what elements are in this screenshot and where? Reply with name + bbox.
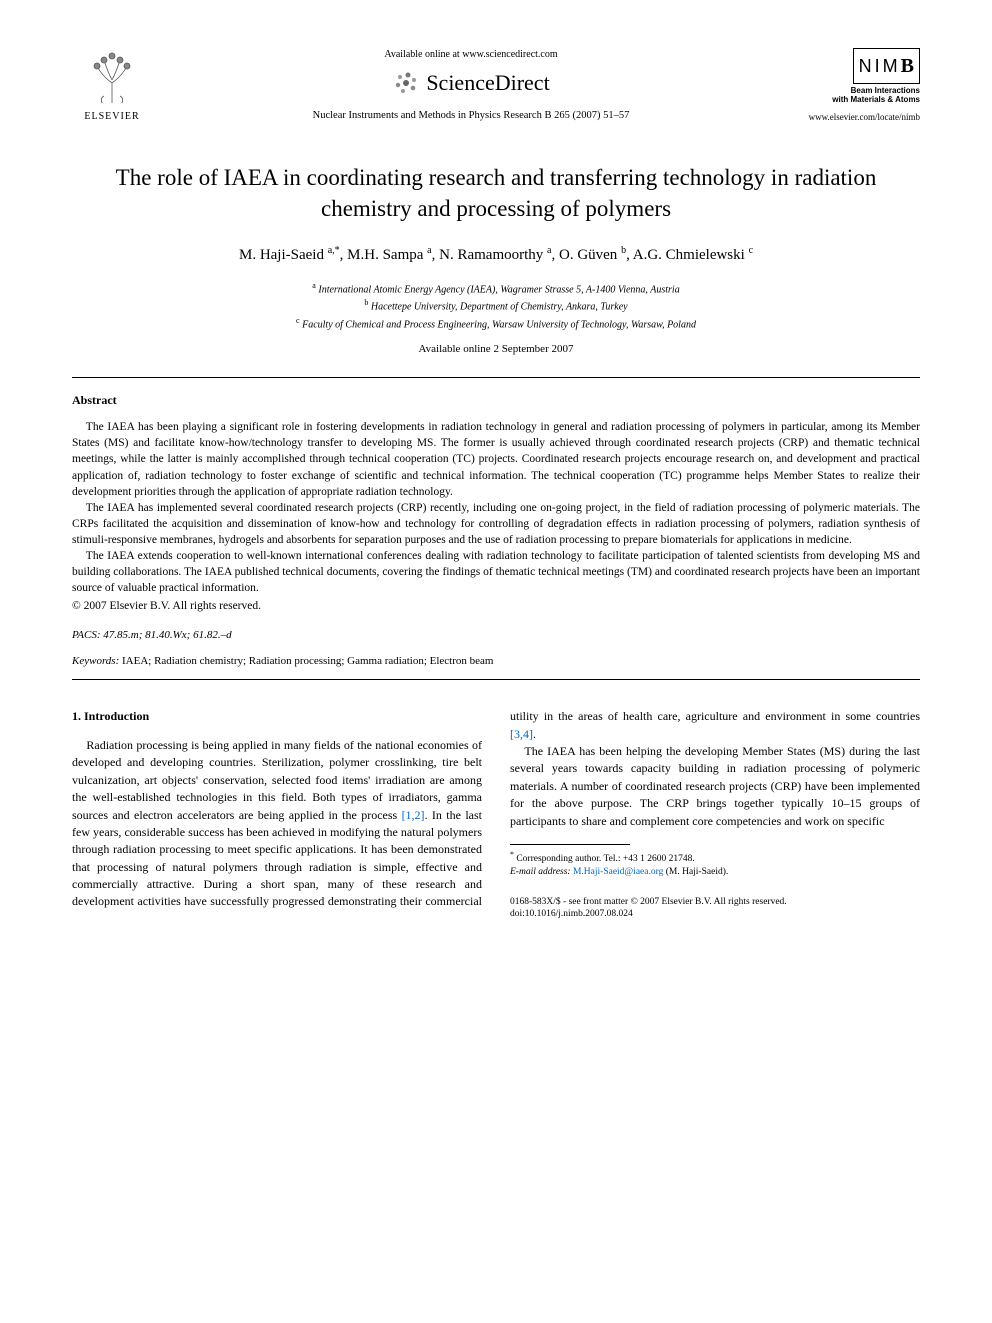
center-header: Available online at www.sciencedirect.co… — [152, 48, 790, 123]
nimb-box: NIMB — [853, 48, 920, 84]
sciencedirect-text: ScienceDirect — [426, 68, 549, 99]
abstract-p2: The IAEA has implemented several coordin… — [72, 500, 920, 548]
sciencedirect-icon — [392, 69, 420, 97]
nimb-logo-block: NIMB Beam Interactions with Materials & … — [790, 48, 920, 123]
footnote-block: * Corresponding author. Tel.: +43 1 2600… — [510, 844, 920, 921]
citation-1-2[interactable]: [1,2] — [402, 808, 425, 822]
keywords-line: Keywords: IAEA; Radiation chemistry; Rad… — [72, 654, 920, 669]
rule-below-keywords — [72, 679, 920, 680]
abstract-copyright: © 2007 Elsevier B.V. All rights reserved… — [72, 598, 920, 614]
journal-reference: Nuclear Instruments and Methods in Physi… — [152, 109, 790, 124]
keywords-label: Keywords: — [72, 655, 119, 667]
pacs-line: PACS: 47.85.m; 81.40.Wx; 61.82.–d — [72, 628, 920, 643]
corresponding-author: * Corresponding author. Tel.: +43 1 2600… — [510, 849, 920, 866]
footnote-rule — [510, 844, 630, 845]
available-online-text: Available online at www.sciencedirect.co… — [152, 48, 790, 62]
nimb-b: B — [901, 55, 914, 77]
nimb-url: www.elsevier.com/locate/nimb — [790, 111, 920, 124]
front-matter: 0168-583X/$ - see front matter © 2007 El… — [510, 896, 920, 922]
pacs-label: PACS: — [72, 629, 101, 641]
front-matter-doi: doi:10.1016/j.nimb.2007.08.024 — [510, 908, 920, 921]
elsevier-logo-block: ELSEVIER — [72, 48, 152, 124]
abstract-p3: The IAEA extends cooperation to well-kno… — [72, 548, 920, 596]
affiliation-c: c Faculty of Chemical and Process Engine… — [72, 315, 920, 332]
body-columns: 1. Introduction Radiation processing is … — [72, 708, 920, 921]
section-1-heading: 1. Introduction — [72, 708, 482, 725]
citation-3-4[interactable]: [3,4] — [510, 727, 533, 741]
rule-above-abstract — [72, 377, 920, 378]
elsevier-tree-icon — [82, 48, 142, 108]
nimb-subtitle-2: with Materials & Atoms — [790, 96, 920, 105]
email-line: E-mail address: M.Haji-Saeid@iaea.org (M… — [510, 866, 920, 879]
sciencedirect-logo: ScienceDirect — [152, 68, 790, 99]
article-title: The role of IAEA in coordinating researc… — [72, 162, 920, 224]
keywords-values: IAEA; Radiation chemistry; Radiation pro… — [122, 655, 493, 667]
abstract-body: The IAEA has been playing a significant … — [72, 419, 920, 596]
author-list: M. Haji-Saeid a,*, M.H. Sampa a, N. Rama… — [72, 244, 920, 266]
front-matter-line1: 0168-583X/$ - see front matter © 2007 El… — [510, 896, 920, 909]
nimb-letters: NIM — [859, 56, 901, 76]
affiliations: a International Atomic Energy Agency (IA… — [72, 280, 920, 332]
affiliation-b: b Hacettepe University, Department of Ch… — [72, 297, 920, 314]
journal-header: ELSEVIER Available online at www.science… — [72, 48, 920, 124]
affiliation-a: a International Atomic Energy Agency (IA… — [72, 280, 920, 297]
intro-p2: The IAEA has been helping the developing… — [510, 743, 920, 830]
elsevier-label: ELSEVIER — [84, 110, 139, 124]
pacs-values: 47.85.m; 81.40.Wx; 61.82.–d — [103, 629, 231, 641]
abstract-p1: The IAEA has been playing a significant … — [72, 419, 920, 499]
available-date: Available online 2 September 2007 — [72, 342, 920, 357]
abstract-heading: Abstract — [72, 392, 920, 409]
author-email[interactable]: M.Haji-Saeid@iaea.org — [573, 867, 663, 877]
